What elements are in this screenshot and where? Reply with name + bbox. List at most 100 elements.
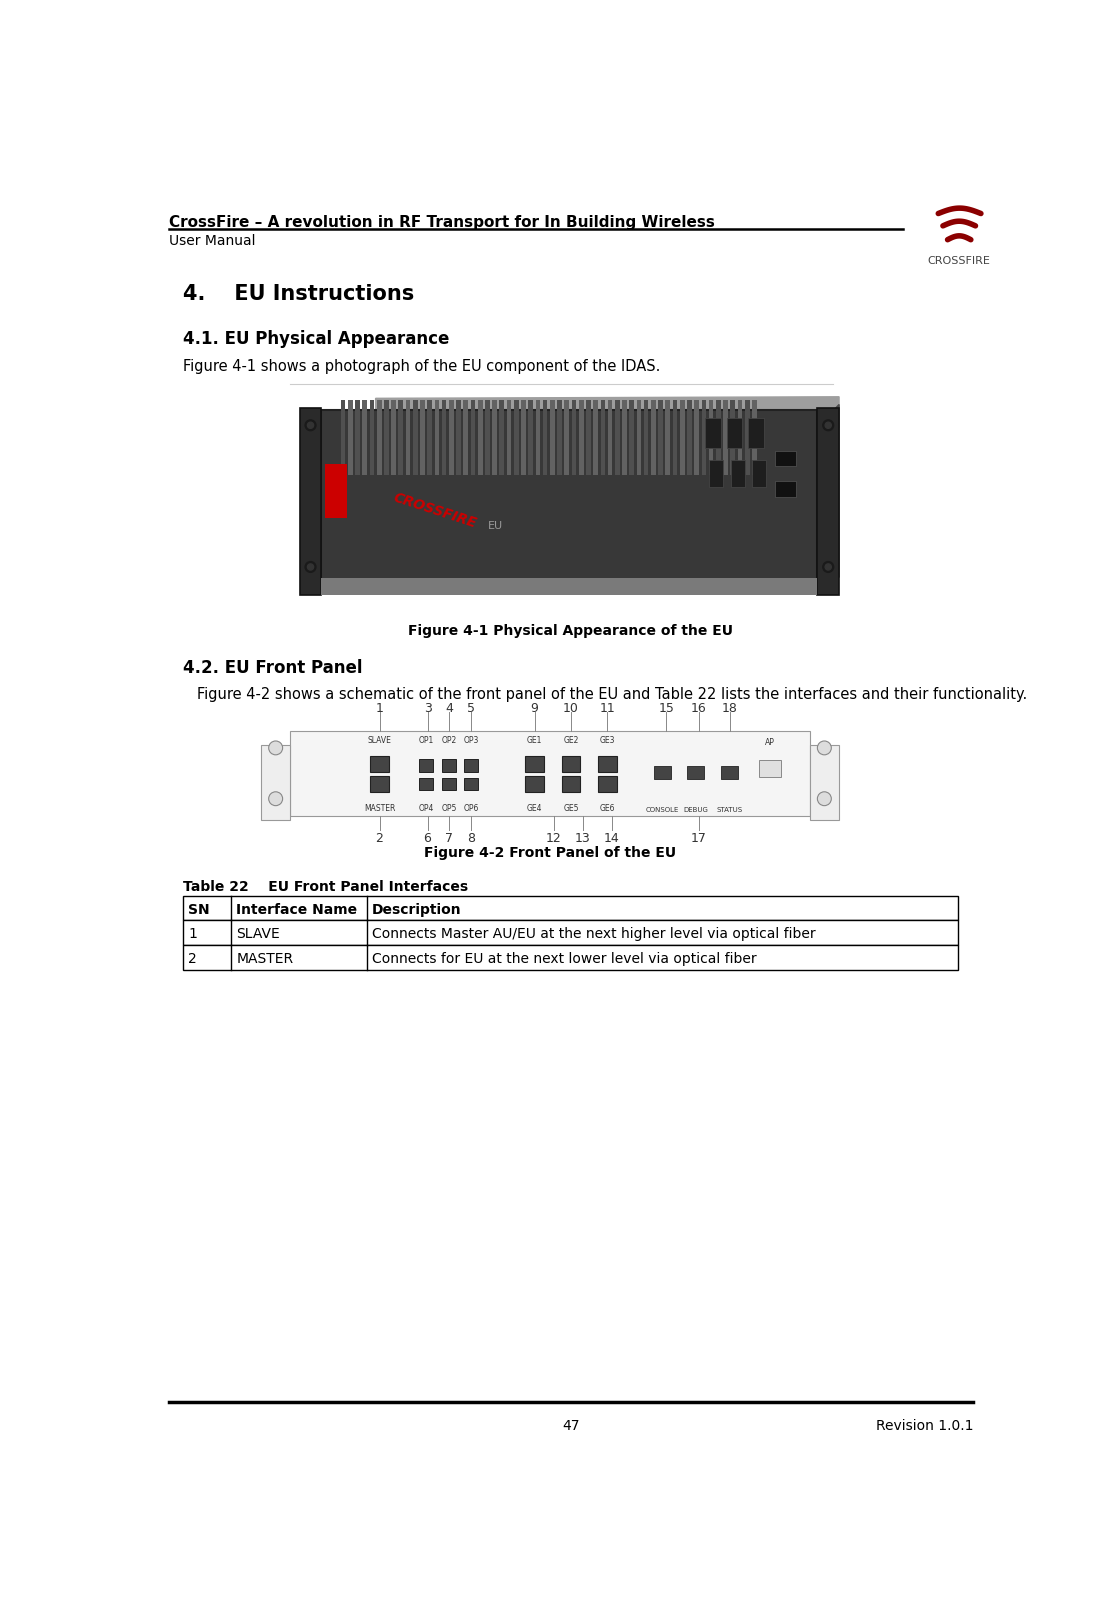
Bar xyxy=(413,400,418,476)
Bar xyxy=(705,418,721,448)
Bar xyxy=(608,400,613,476)
Bar xyxy=(774,482,797,498)
Bar xyxy=(636,400,642,476)
Bar xyxy=(818,410,839,595)
Bar xyxy=(405,400,410,476)
Text: Connects for EU at the next lower level via optical fiber: Connects for EU at the next lower level … xyxy=(372,951,756,966)
Text: OP2: OP2 xyxy=(441,736,457,744)
Text: Connects Master AU/EU at the next higher level via optical fiber: Connects Master AU/EU at the next higher… xyxy=(372,927,815,940)
Bar xyxy=(665,400,671,476)
Text: 4: 4 xyxy=(446,702,453,715)
Bar xyxy=(543,400,547,476)
Bar xyxy=(300,410,321,595)
Circle shape xyxy=(823,421,833,431)
Text: User Manual: User Manual xyxy=(168,233,255,247)
Bar xyxy=(721,767,739,779)
Bar xyxy=(709,461,723,487)
Text: OP5: OP5 xyxy=(441,804,457,812)
Circle shape xyxy=(818,741,831,755)
Bar xyxy=(485,400,490,476)
Bar xyxy=(673,400,677,476)
Bar xyxy=(507,400,511,476)
Text: MASTER: MASTER xyxy=(364,804,395,812)
Bar xyxy=(442,760,457,773)
Circle shape xyxy=(305,421,316,431)
Text: 1: 1 xyxy=(188,927,197,940)
Bar xyxy=(586,400,590,476)
Text: 17: 17 xyxy=(691,831,706,845)
Bar xyxy=(442,400,447,476)
Text: 13: 13 xyxy=(575,831,590,845)
Bar xyxy=(384,400,389,476)
Text: GE5: GE5 xyxy=(564,804,578,812)
Text: 14: 14 xyxy=(604,831,619,845)
Circle shape xyxy=(307,423,314,429)
Polygon shape xyxy=(818,405,839,593)
Bar xyxy=(594,400,598,476)
Bar xyxy=(687,400,692,476)
Bar xyxy=(571,400,576,476)
Bar xyxy=(579,400,584,476)
Text: CONSOLE: CONSOLE xyxy=(646,807,680,812)
Bar xyxy=(399,400,403,476)
Bar xyxy=(561,776,580,792)
Bar xyxy=(348,400,353,476)
Circle shape xyxy=(268,741,283,755)
Bar xyxy=(731,461,744,487)
Text: 2: 2 xyxy=(375,831,383,845)
Circle shape xyxy=(818,792,831,807)
Bar xyxy=(370,400,374,476)
Text: 2: 2 xyxy=(188,951,197,966)
Text: GE6: GE6 xyxy=(599,804,615,812)
Bar xyxy=(702,400,706,476)
Bar xyxy=(470,400,476,476)
Text: 5: 5 xyxy=(467,702,475,715)
Bar xyxy=(654,767,671,779)
Bar xyxy=(629,400,634,476)
Text: GE4: GE4 xyxy=(527,804,543,812)
Text: OP1: OP1 xyxy=(419,736,433,744)
Text: OP3: OP3 xyxy=(463,736,479,744)
Bar xyxy=(528,400,532,476)
Text: 8: 8 xyxy=(467,831,475,845)
Bar xyxy=(391,400,395,476)
Circle shape xyxy=(823,562,833,574)
Bar xyxy=(184,897,958,921)
Text: 6: 6 xyxy=(423,831,431,845)
Bar xyxy=(419,760,433,773)
Text: 47: 47 xyxy=(563,1417,579,1432)
Bar xyxy=(291,731,810,816)
Bar xyxy=(687,767,704,779)
Text: AP: AP xyxy=(765,738,775,747)
Bar xyxy=(550,400,555,476)
Text: CROSSFIRE: CROSSFIRE xyxy=(391,490,478,530)
Bar xyxy=(723,400,727,476)
Text: SLAVE: SLAVE xyxy=(368,736,391,744)
Bar xyxy=(731,400,735,476)
Bar xyxy=(377,400,381,476)
Bar xyxy=(442,778,457,791)
Text: 16: 16 xyxy=(691,702,706,715)
Bar xyxy=(565,400,569,476)
Text: 4.    EU Instructions: 4. EU Instructions xyxy=(184,284,414,304)
Bar xyxy=(600,400,605,476)
Text: GE2: GE2 xyxy=(564,736,578,744)
Bar xyxy=(499,400,505,476)
Bar xyxy=(752,461,766,487)
Bar xyxy=(321,411,818,590)
Bar xyxy=(745,400,750,476)
Bar xyxy=(716,400,721,476)
Bar xyxy=(370,757,389,773)
Text: DEBUG: DEBUG xyxy=(683,807,709,812)
Circle shape xyxy=(268,792,283,807)
Circle shape xyxy=(305,562,316,574)
Bar xyxy=(355,400,360,476)
Bar xyxy=(525,776,544,792)
Bar xyxy=(514,400,519,476)
Polygon shape xyxy=(375,397,839,429)
Bar xyxy=(557,400,561,476)
Text: GE1: GE1 xyxy=(527,736,543,744)
Text: Figure 4-1 Physical Appearance of the EU: Figure 4-1 Physical Appearance of the EU xyxy=(409,624,733,638)
Bar xyxy=(752,400,756,476)
Text: GE3: GE3 xyxy=(599,736,615,744)
